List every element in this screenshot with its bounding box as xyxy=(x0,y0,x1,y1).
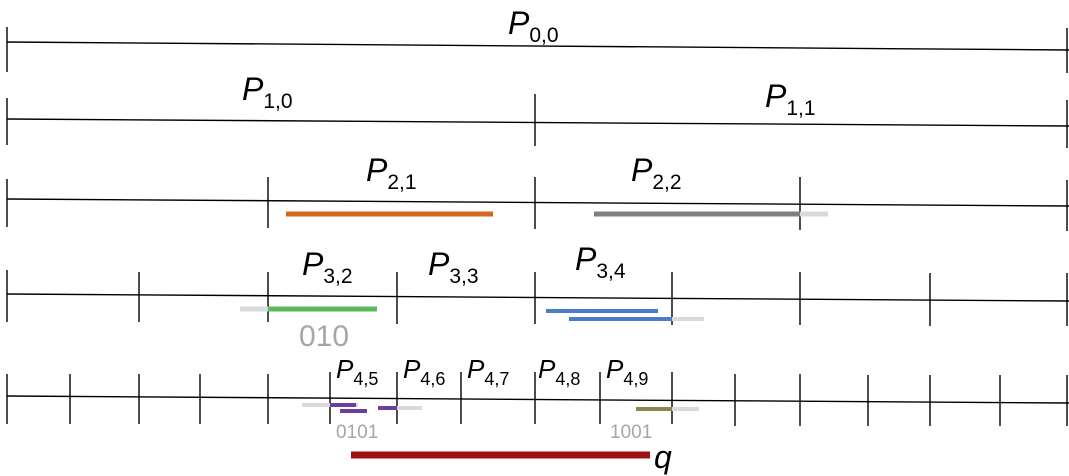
label-p-0-0: P0,0 xyxy=(508,5,559,47)
label-p-4-9: P4,9 xyxy=(606,354,648,389)
level-2: P2,1 P2,2 xyxy=(6,152,1069,231)
level-4: P4,5 P4,6 P4,7 P4,8 P4,9 0101 1001 xyxy=(6,354,1069,443)
label-p-3-2: P3,2 xyxy=(302,246,353,288)
label-p-3-4: P3,4 xyxy=(575,241,626,283)
code-label-0101: 0101 xyxy=(336,422,378,443)
level-4-axis xyxy=(6,395,1069,404)
code-label-1001: 1001 xyxy=(610,422,652,443)
label-p-1-0: P1,0 xyxy=(242,71,293,113)
level-3-axis xyxy=(6,293,1069,302)
level-3: P3,2 P3,3 P3,4 010 xyxy=(6,241,1069,353)
level-0: P0,0 xyxy=(6,5,1069,73)
label-p-4-5: P4,5 xyxy=(336,354,378,389)
label-p-4-7: P4,7 xyxy=(467,354,509,389)
level-2-axis xyxy=(6,198,1069,207)
label-p-4-6: P4,6 xyxy=(403,354,445,389)
label-p-3-3: P3,3 xyxy=(428,246,479,288)
label-p-4-8: P4,8 xyxy=(538,354,580,389)
label-p-2-1: P2,1 xyxy=(366,152,417,194)
level-1: P1,0 P1,1 xyxy=(6,71,1069,148)
level-0-axis xyxy=(6,41,1069,51)
level-1-axis xyxy=(6,118,1069,127)
query: q xyxy=(351,439,672,475)
query-label: q xyxy=(654,439,672,475)
label-p-2-2: P2,2 xyxy=(631,152,682,194)
label-p-1-1: P1,1 xyxy=(765,78,816,120)
code-label-010: 010 xyxy=(299,320,349,353)
